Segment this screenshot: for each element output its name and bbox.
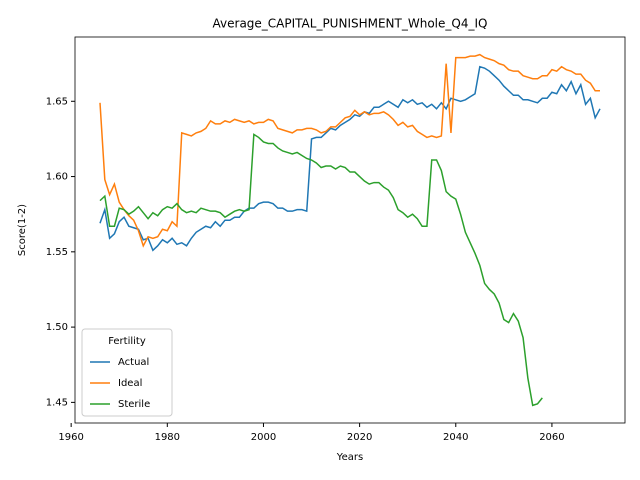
y-tick-label: 1.55 <box>46 247 68 258</box>
x-tick-label: 2040 <box>443 432 468 443</box>
y-tick-label: 1.50 <box>46 322 68 333</box>
x-tick-label: 1980 <box>155 432 180 443</box>
axes-frame <box>74 36 626 424</box>
line-series <box>99 65 601 252</box>
y-tick-label: 1.45 <box>46 397 68 408</box>
line-series <box>99 53 600 248</box>
legend-label: Ideal <box>118 378 142 389</box>
x-tick-label: 2060 <box>539 432 564 443</box>
y-tick-label: 1.60 <box>46 172 68 183</box>
x-tick-label: 2020 <box>347 432 372 443</box>
legend-label: Sterile <box>118 399 150 410</box>
x-tick-label: 2000 <box>251 432 276 443</box>
legend-label: Actual <box>118 357 149 368</box>
y-axis-label: Score(1-2) <box>17 204 28 256</box>
chart-title: Average_CAPITAL_PUNISHMENT_Whole_Q4_IQ <box>213 17 488 31</box>
y-tick-label: 1.65 <box>46 96 68 107</box>
legend-title: Fertility <box>108 336 146 347</box>
line-series <box>99 133 543 407</box>
legend-frame <box>81 328 173 417</box>
x-tick-label: 1960 <box>58 432 83 443</box>
x-axis-label: Years <box>336 452 363 463</box>
